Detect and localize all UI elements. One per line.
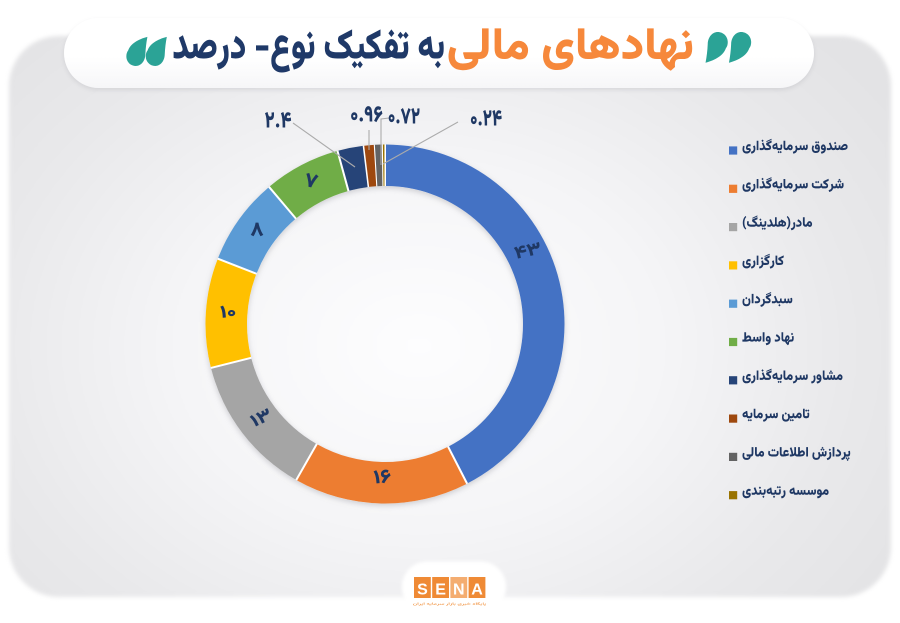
- svg-text:A: A: [471, 582, 483, 599]
- svg-text:S: S: [417, 582, 428, 599]
- svg-text:E: E: [435, 582, 446, 599]
- svg-text:N: N: [453, 582, 465, 599]
